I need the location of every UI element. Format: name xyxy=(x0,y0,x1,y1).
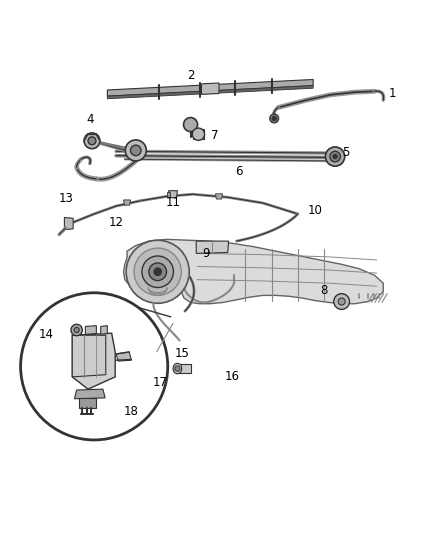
Circle shape xyxy=(334,294,350,310)
Text: 17: 17 xyxy=(152,376,167,389)
Circle shape xyxy=(142,256,173,287)
Text: 11: 11 xyxy=(166,197,180,209)
Polygon shape xyxy=(201,83,219,94)
Text: 13: 13 xyxy=(58,192,73,205)
Circle shape xyxy=(131,145,141,156)
Polygon shape xyxy=(215,194,223,199)
Circle shape xyxy=(330,151,340,162)
Text: 16: 16 xyxy=(225,370,240,383)
Circle shape xyxy=(270,114,279,123)
Circle shape xyxy=(272,116,276,120)
Polygon shape xyxy=(72,333,115,389)
Circle shape xyxy=(134,248,181,295)
Polygon shape xyxy=(79,398,96,408)
Circle shape xyxy=(154,268,162,276)
Circle shape xyxy=(88,137,96,145)
Polygon shape xyxy=(124,239,383,304)
Circle shape xyxy=(184,118,198,132)
Polygon shape xyxy=(124,200,131,205)
Polygon shape xyxy=(74,389,105,399)
Ellipse shape xyxy=(173,364,182,374)
Text: 5: 5 xyxy=(343,146,350,159)
Text: 1: 1 xyxy=(388,87,396,100)
Polygon shape xyxy=(167,191,170,197)
Polygon shape xyxy=(64,217,73,230)
Polygon shape xyxy=(101,326,107,334)
Circle shape xyxy=(71,324,82,336)
Polygon shape xyxy=(72,335,106,377)
Text: 18: 18 xyxy=(124,406,139,418)
Polygon shape xyxy=(177,364,191,374)
Polygon shape xyxy=(169,191,177,198)
Circle shape xyxy=(126,240,189,303)
Circle shape xyxy=(325,147,345,166)
Circle shape xyxy=(175,366,180,371)
Circle shape xyxy=(338,298,345,305)
Text: 15: 15 xyxy=(174,347,189,360)
Polygon shape xyxy=(116,352,131,361)
Circle shape xyxy=(333,155,337,159)
Polygon shape xyxy=(85,326,96,334)
Polygon shape xyxy=(193,129,204,140)
Text: 9: 9 xyxy=(202,247,210,260)
Text: 12: 12 xyxy=(109,216,124,229)
Circle shape xyxy=(192,128,205,140)
Text: 6: 6 xyxy=(235,165,243,177)
Circle shape xyxy=(21,293,168,440)
Text: 14: 14 xyxy=(39,328,53,341)
Circle shape xyxy=(84,133,100,149)
Text: 7: 7 xyxy=(211,128,219,142)
Polygon shape xyxy=(107,79,313,96)
Circle shape xyxy=(149,263,166,280)
Text: 2: 2 xyxy=(187,69,194,83)
Polygon shape xyxy=(107,86,313,99)
Text: 8: 8 xyxy=(321,284,328,297)
Circle shape xyxy=(74,327,79,333)
Text: 4: 4 xyxy=(86,114,94,126)
Polygon shape xyxy=(196,241,229,253)
Circle shape xyxy=(125,140,146,161)
Text: 10: 10 xyxy=(308,204,323,217)
